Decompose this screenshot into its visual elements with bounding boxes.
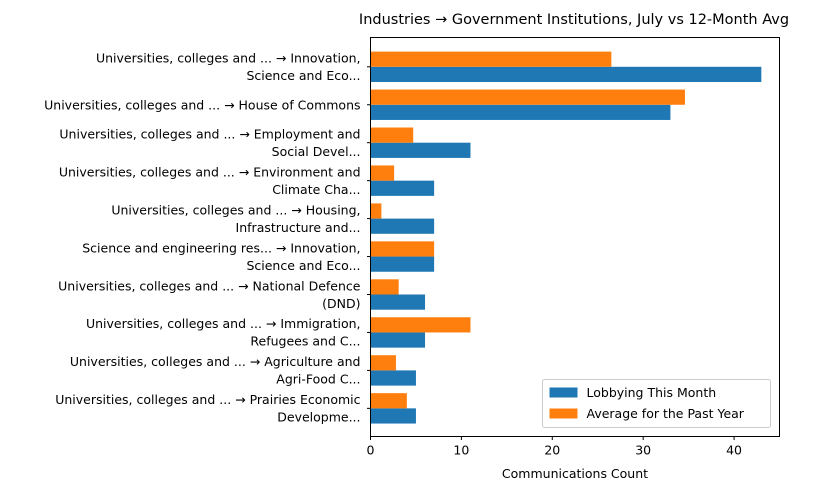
bar-this-month-5 bbox=[370, 218, 435, 234]
y-tick-label: Science and engineering res... → Innovat… bbox=[82, 240, 360, 272]
bar-past-year-avg-4 bbox=[370, 165, 395, 181]
x-tick-label: 0 bbox=[367, 443, 375, 458]
legend-label: Lobbying This Month bbox=[587, 385, 717, 400]
y-tick-label: Universities, colleges and ... → Innovat… bbox=[96, 51, 361, 84]
y-tick-label: Universities, colleges and ... → Prairie… bbox=[55, 392, 360, 425]
bar-past-year-avg-5 bbox=[370, 203, 382, 219]
bar-past-year-avg-7 bbox=[370, 279, 399, 295]
bar-this-month-2 bbox=[370, 104, 671, 120]
bar-past-year-avg-8 bbox=[370, 317, 471, 333]
bar-past-year-avg-6 bbox=[370, 241, 435, 257]
legend-swatch bbox=[549, 408, 578, 419]
bar-this-month-10 bbox=[370, 408, 416, 424]
x-tick-label: 40 bbox=[726, 443, 742, 458]
plot-frame bbox=[370, 37, 780, 437]
bar-this-month-7 bbox=[370, 294, 426, 310]
bar-this-month-9 bbox=[370, 370, 416, 386]
x-axis: 0 10 20 30 40 bbox=[367, 436, 742, 458]
bar-this-month-1 bbox=[370, 66, 762, 82]
y-tick-label: Universities, colleges and ... → Agricul… bbox=[70, 354, 361, 387]
y-tick-label: Universities, colleges and ... → Immigra… bbox=[86, 316, 361, 349]
bar-this-month-3 bbox=[370, 142, 471, 158]
chart-title: Industries → Government Institutions, Ju… bbox=[359, 12, 789, 28]
x-tick-label: 10 bbox=[453, 443, 469, 458]
bar-past-year-avg-3 bbox=[370, 127, 414, 143]
y-tick-label: Universities, colleges and ... → Housing… bbox=[111, 202, 360, 235]
bars-group bbox=[370, 51, 762, 424]
x-tick-label: 30 bbox=[635, 443, 651, 458]
bar-this-month-4 bbox=[370, 180, 435, 196]
legend-label: Average for the Past Year bbox=[587, 406, 745, 421]
y-tick-label: Universities, colleges and ... → Environ… bbox=[59, 164, 361, 197]
bar-past-year-avg-2 bbox=[370, 89, 685, 105]
y-axis-labels: Universities, colleges and ... → Innovat… bbox=[44, 51, 371, 425]
x-tick-label: 20 bbox=[544, 443, 560, 458]
legend-swatch bbox=[549, 387, 578, 398]
x-axis-label: Communications Count bbox=[502, 466, 648, 481]
bar-this-month-6 bbox=[370, 256, 435, 272]
bar-past-year-avg-10 bbox=[370, 393, 407, 409]
legend-box bbox=[542, 379, 771, 428]
bar-past-year-avg-1 bbox=[370, 51, 612, 67]
bar-past-year-avg-9 bbox=[370, 355, 396, 371]
legend: Lobbying This Month Average for the Past … bbox=[542, 379, 771, 428]
y-tick-label: Universities, colleges and ... → House o… bbox=[44, 97, 360, 112]
y-tick-label: Universities, colleges and ... → Nationa… bbox=[58, 278, 361, 311]
bar-this-month-8 bbox=[370, 332, 426, 348]
y-tick-label: Universities, colleges and ... → Employm… bbox=[59, 126, 360, 159]
